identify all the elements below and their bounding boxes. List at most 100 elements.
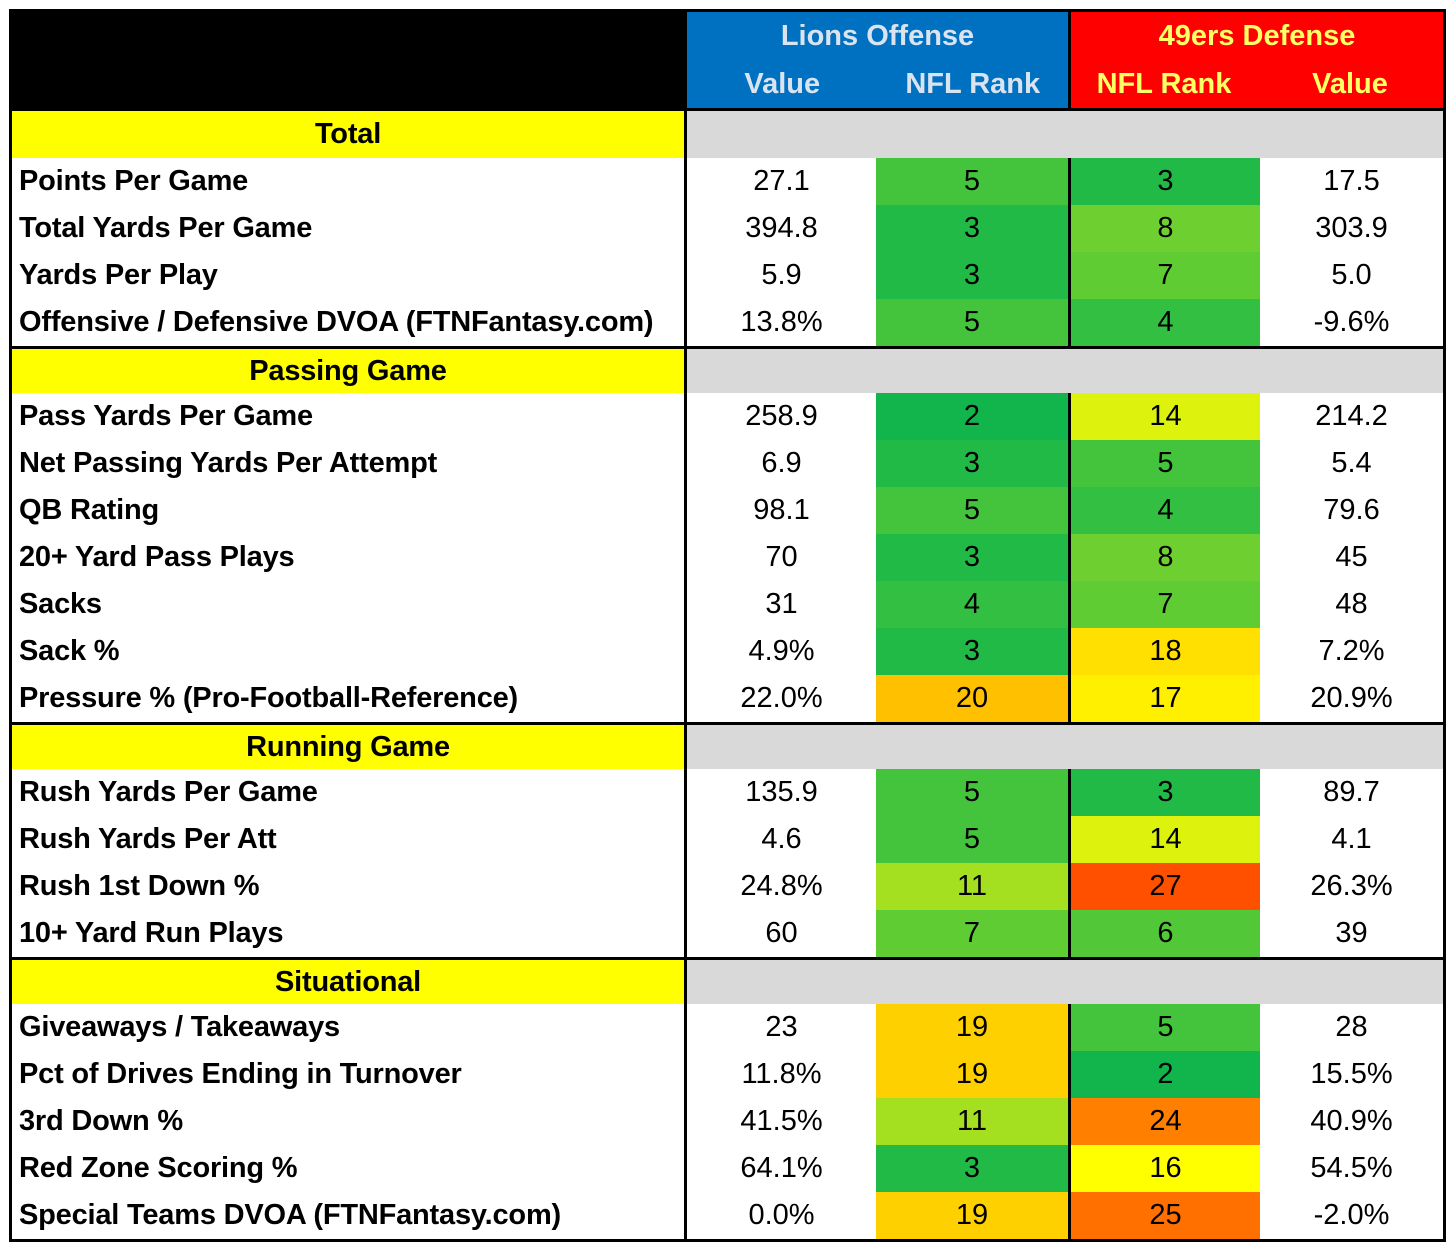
table-header: Lions Offense Value NFL Rank 49ers Defen… [12, 12, 1443, 111]
offense-rank: 11 [876, 863, 1068, 910]
stat-label: Net Passing Yards Per Attempt [19, 447, 438, 479]
defense-rank: 27 [1068, 863, 1260, 910]
table-row: Sacks 31 4 7 48 [12, 581, 1443, 628]
stat-label: 3rd Down % [19, 1105, 183, 1137]
offense-rank: 19 [876, 1051, 1068, 1098]
stat-label: Rush Yards Per Att [19, 823, 277, 855]
offense-rank: 20 [876, 675, 1068, 722]
stat-label: Giveaways / Takeaways [19, 1011, 340, 1043]
offense-rank: 5 [876, 816, 1068, 863]
offense-team-name: Lions Offense [780, 19, 975, 52]
stat-label: QB Rating [19, 494, 159, 526]
stat-label: 20+ Yard Pass Plays [19, 541, 295, 573]
section-title: Situational [12, 960, 684, 1004]
table-row: 10+ Yard Run Plays 60 7 6 39 [12, 910, 1443, 957]
table-row: 20+ Yard Pass Plays 70 3 8 45 [12, 534, 1443, 581]
defense-rank: 5 [1068, 1004, 1260, 1051]
table-row: Rush 1st Down % 24.8% 11 27 26.3% [12, 863, 1443, 910]
section-filler [684, 111, 1443, 158]
table-body: Total Points Per Game 27.1 5 3 17.5 Total Yard… [12, 111, 1443, 1239]
defense-rank: 14 [1068, 393, 1260, 440]
stat-label: Sack % [19, 635, 120, 667]
offense-rank: 3 [876, 440, 1068, 487]
offense-rank: 3 [876, 1145, 1068, 1192]
offense-rank-header: NFL Rank [905, 67, 1041, 100]
table-row: QB Rating 98.1 5 4 79.6 [12, 487, 1443, 534]
defense-value: 26.3% [1310, 870, 1393, 902]
offense-value-header: Value [744, 67, 821, 100]
stat-label: 10+ Yard Run Plays [19, 917, 284, 949]
defense-value: -9.6% [1313, 306, 1390, 338]
offense-value: 6.9 [684, 440, 876, 487]
comparison-table: Lions Offense Value NFL Rank 49ers Defen… [9, 9, 1446, 1242]
offense-value: 31 [684, 581, 876, 628]
offense-value: 5.9 [684, 252, 876, 299]
offense-value: 23 [684, 1004, 876, 1051]
defense-rank: 16 [1068, 1145, 1260, 1192]
section-header: Running Game [12, 722, 1443, 769]
table-row: Rush Yards Per Game 135.9 5 3 89.7 [12, 769, 1443, 816]
section-filler [684, 349, 1443, 393]
defense-rank: 8 [1068, 534, 1260, 581]
defense-value: 5.4 [1331, 447, 1372, 479]
offense-value: 24.8% [684, 863, 876, 910]
defense-value: -2.0% [1313, 1199, 1390, 1231]
section-filler [684, 725, 1443, 769]
defense-value: 214.2 [1315, 400, 1388, 432]
offense-rank: 19 [876, 1004, 1068, 1051]
offense-value: 135.9 [684, 769, 876, 816]
stat-label: Pct of Drives Ending in Turnover [19, 1058, 462, 1090]
stat-label: Offensive / Defensive DVOA (FTNFantasy.c… [19, 306, 654, 338]
defense-rank: 24 [1068, 1098, 1260, 1145]
defense-rank: 5 [1068, 440, 1260, 487]
offense-header: Lions Offense Value NFL Rank [684, 12, 1068, 108]
defense-value: 4.1 [1331, 823, 1372, 855]
table-row: Points Per Game 27.1 5 3 17.5 [12, 158, 1443, 205]
table-row: Pass Yards Per Game 258.9 2 14 214.2 [12, 393, 1443, 440]
defense-value: 7.2% [1318, 635, 1385, 667]
stat-label: Rush 1st Down % [19, 870, 260, 902]
stat-label: Sacks [19, 588, 102, 620]
offense-rank: 2 [876, 393, 1068, 440]
defense-value: 17.5 [1323, 165, 1380, 197]
offense-value: 394.8 [684, 205, 876, 252]
offense-rank: 11 [876, 1098, 1068, 1145]
offense-rank: 3 [876, 534, 1068, 581]
offense-value: 64.1% [684, 1145, 876, 1192]
offense-value: 13.8% [684, 299, 876, 346]
defense-rank: 8 [1068, 205, 1260, 252]
defense-value: 28 [1335, 1011, 1368, 1043]
offense-value: 11.8% [684, 1051, 876, 1098]
section-header: Situational [12, 957, 1443, 1004]
table-row: Pct of Drives Ending in Turnover 11.8% 19 2… [12, 1051, 1443, 1098]
table-row: 3rd Down % 41.5% 11 24 40.9% [12, 1098, 1443, 1145]
section-title: Running Game [12, 725, 684, 769]
offense-rank: 5 [876, 769, 1068, 816]
header-blank [12, 12, 684, 108]
table-row: Special Teams DVOA (FTNFantasy.com) 0.0% 1… [12, 1192, 1443, 1239]
stat-label: Rush Yards Per Game [19, 776, 318, 808]
defense-value: 15.5% [1310, 1058, 1393, 1090]
section-filler [684, 960, 1443, 1004]
section-header: Passing Game [12, 346, 1443, 393]
defense-rank: 3 [1068, 769, 1260, 816]
defense-value-header: Value [1312, 67, 1388, 100]
defense-value: 45 [1335, 541, 1368, 573]
offense-rank: 5 [876, 158, 1068, 205]
defense-rank: 2 [1068, 1051, 1260, 1098]
defense-value: 303.9 [1315, 212, 1388, 244]
defense-rank-header: NFL Rank [1096, 67, 1232, 100]
table-row: Yards Per Play 5.9 3 7 5.0 [12, 252, 1443, 299]
offense-rank: 5 [876, 487, 1068, 534]
defense-team-name: 49ers Defense [1158, 19, 1356, 52]
stat-label: Red Zone Scoring % [19, 1152, 298, 1184]
offense-rank: 19 [876, 1192, 1068, 1239]
offense-rank: 4 [876, 581, 1068, 628]
section-title: Passing Game [12, 349, 684, 393]
table-row: Pressure % (Pro-Football-Reference) 22.0%… [12, 675, 1443, 722]
offense-rank: 5 [876, 299, 1068, 346]
offense-value: 4.6 [684, 816, 876, 863]
section-header: Total [12, 111, 1443, 158]
offense-value: 60 [684, 910, 876, 957]
defense-value: 48 [1335, 588, 1368, 620]
